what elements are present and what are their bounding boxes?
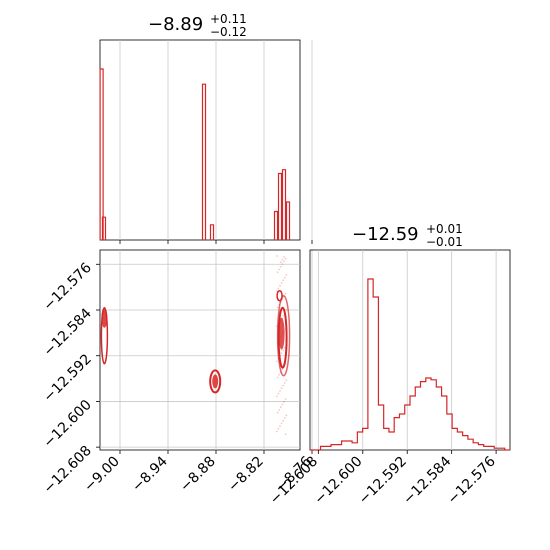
sample-point <box>280 352 283 355</box>
sample-point <box>278 409 281 411</box>
param1-title-plus: +0.11 <box>210 12 247 26</box>
histogram-steps <box>310 278 510 451</box>
sample-point <box>277 287 280 290</box>
sample-point <box>281 368 284 371</box>
sample-point <box>281 403 284 406</box>
x-tick-label: −8.88 <box>177 454 219 496</box>
contour-core <box>101 307 108 328</box>
y-tick-label: −12.576 <box>41 260 95 314</box>
sample-point <box>283 276 286 279</box>
param1-title-minus: −0.12 <box>210 25 247 39</box>
sample-point <box>285 309 288 311</box>
contour <box>277 306 288 369</box>
x-tick-label: −12.592 <box>356 454 410 508</box>
sample-point <box>283 346 286 349</box>
sample-point <box>280 387 283 390</box>
sample-point <box>280 422 283 425</box>
sample-point <box>282 419 285 422</box>
sample-point <box>283 256 285 258</box>
param2-title-minus: −0.01 <box>426 235 463 249</box>
histogram-param1: −8.89 +0.11 −0.12 <box>99 12 313 244</box>
sample-point <box>283 417 286 419</box>
sample-point <box>278 268 281 271</box>
sample-point <box>276 411 279 414</box>
y-tick-label: −12.600 <box>41 397 95 451</box>
sample-point <box>282 314 285 317</box>
sample-point <box>282 384 285 387</box>
sample-point <box>277 392 280 395</box>
sample-point <box>276 376 279 379</box>
sample-point <box>283 260 285 263</box>
param2-title-value: −12.59 <box>352 224 419 245</box>
sample-point <box>276 306 279 309</box>
histogram-param2: −12.608−12.600−12.592−12.584−12.576 −12.… <box>267 222 511 508</box>
axes-frame <box>99 249 301 451</box>
sample-point <box>279 390 281 392</box>
sample-point <box>279 265 282 268</box>
sample-point <box>280 282 283 284</box>
sample-point <box>281 258 284 261</box>
x-tick-label: −12.600 <box>311 454 365 508</box>
contour <box>209 369 222 394</box>
sample-point <box>279 284 281 287</box>
contour-core <box>278 317 285 350</box>
contour <box>276 289 283 302</box>
sample-point <box>278 373 281 376</box>
axes-frame <box>99 39 301 241</box>
x-tick-label: −8.82 <box>225 454 267 496</box>
scatter-joint: −9.00 −8.94 −8.88 −8.82 −8.76 −12.576−12.584… <box>41 249 315 497</box>
histogram-steps <box>99 68 291 240</box>
sample-point <box>283 382 286 384</box>
sample-point <box>284 292 287 295</box>
x-tick-label: −12.576 <box>445 453 499 507</box>
param1-title-value: −8.89 <box>148 14 203 35</box>
sample-point <box>279 425 281 427</box>
sample-point <box>275 430 278 433</box>
sample-point <box>281 263 284 265</box>
sample-point <box>279 261 282 264</box>
param2-title-plus: +0.01 <box>426 222 463 236</box>
contour-core <box>212 374 219 389</box>
x-tick-label: −12.584 <box>400 453 454 507</box>
x-tick-label: −8.94 <box>129 453 171 495</box>
sample-point <box>275 395 278 398</box>
sample-point <box>276 271 279 274</box>
sample-point <box>285 414 288 417</box>
y-tick-label: −12.584 <box>41 305 95 359</box>
contour <box>276 294 291 377</box>
sample-point <box>285 274 288 276</box>
sample-point <box>284 257 287 260</box>
sample-point <box>283 400 285 403</box>
sample-point <box>275 255 278 257</box>
sample-point <box>279 406 282 409</box>
sample-point <box>282 279 285 282</box>
sample-point <box>282 349 285 352</box>
sample-point <box>285 379 288 382</box>
axes-frame <box>309 249 511 451</box>
sample-point <box>275 360 278 363</box>
sample-point <box>284 398 287 400</box>
y-tick-label: −12.592 <box>41 351 95 405</box>
sample-point <box>284 433 287 436</box>
sample-point <box>277 427 280 430</box>
